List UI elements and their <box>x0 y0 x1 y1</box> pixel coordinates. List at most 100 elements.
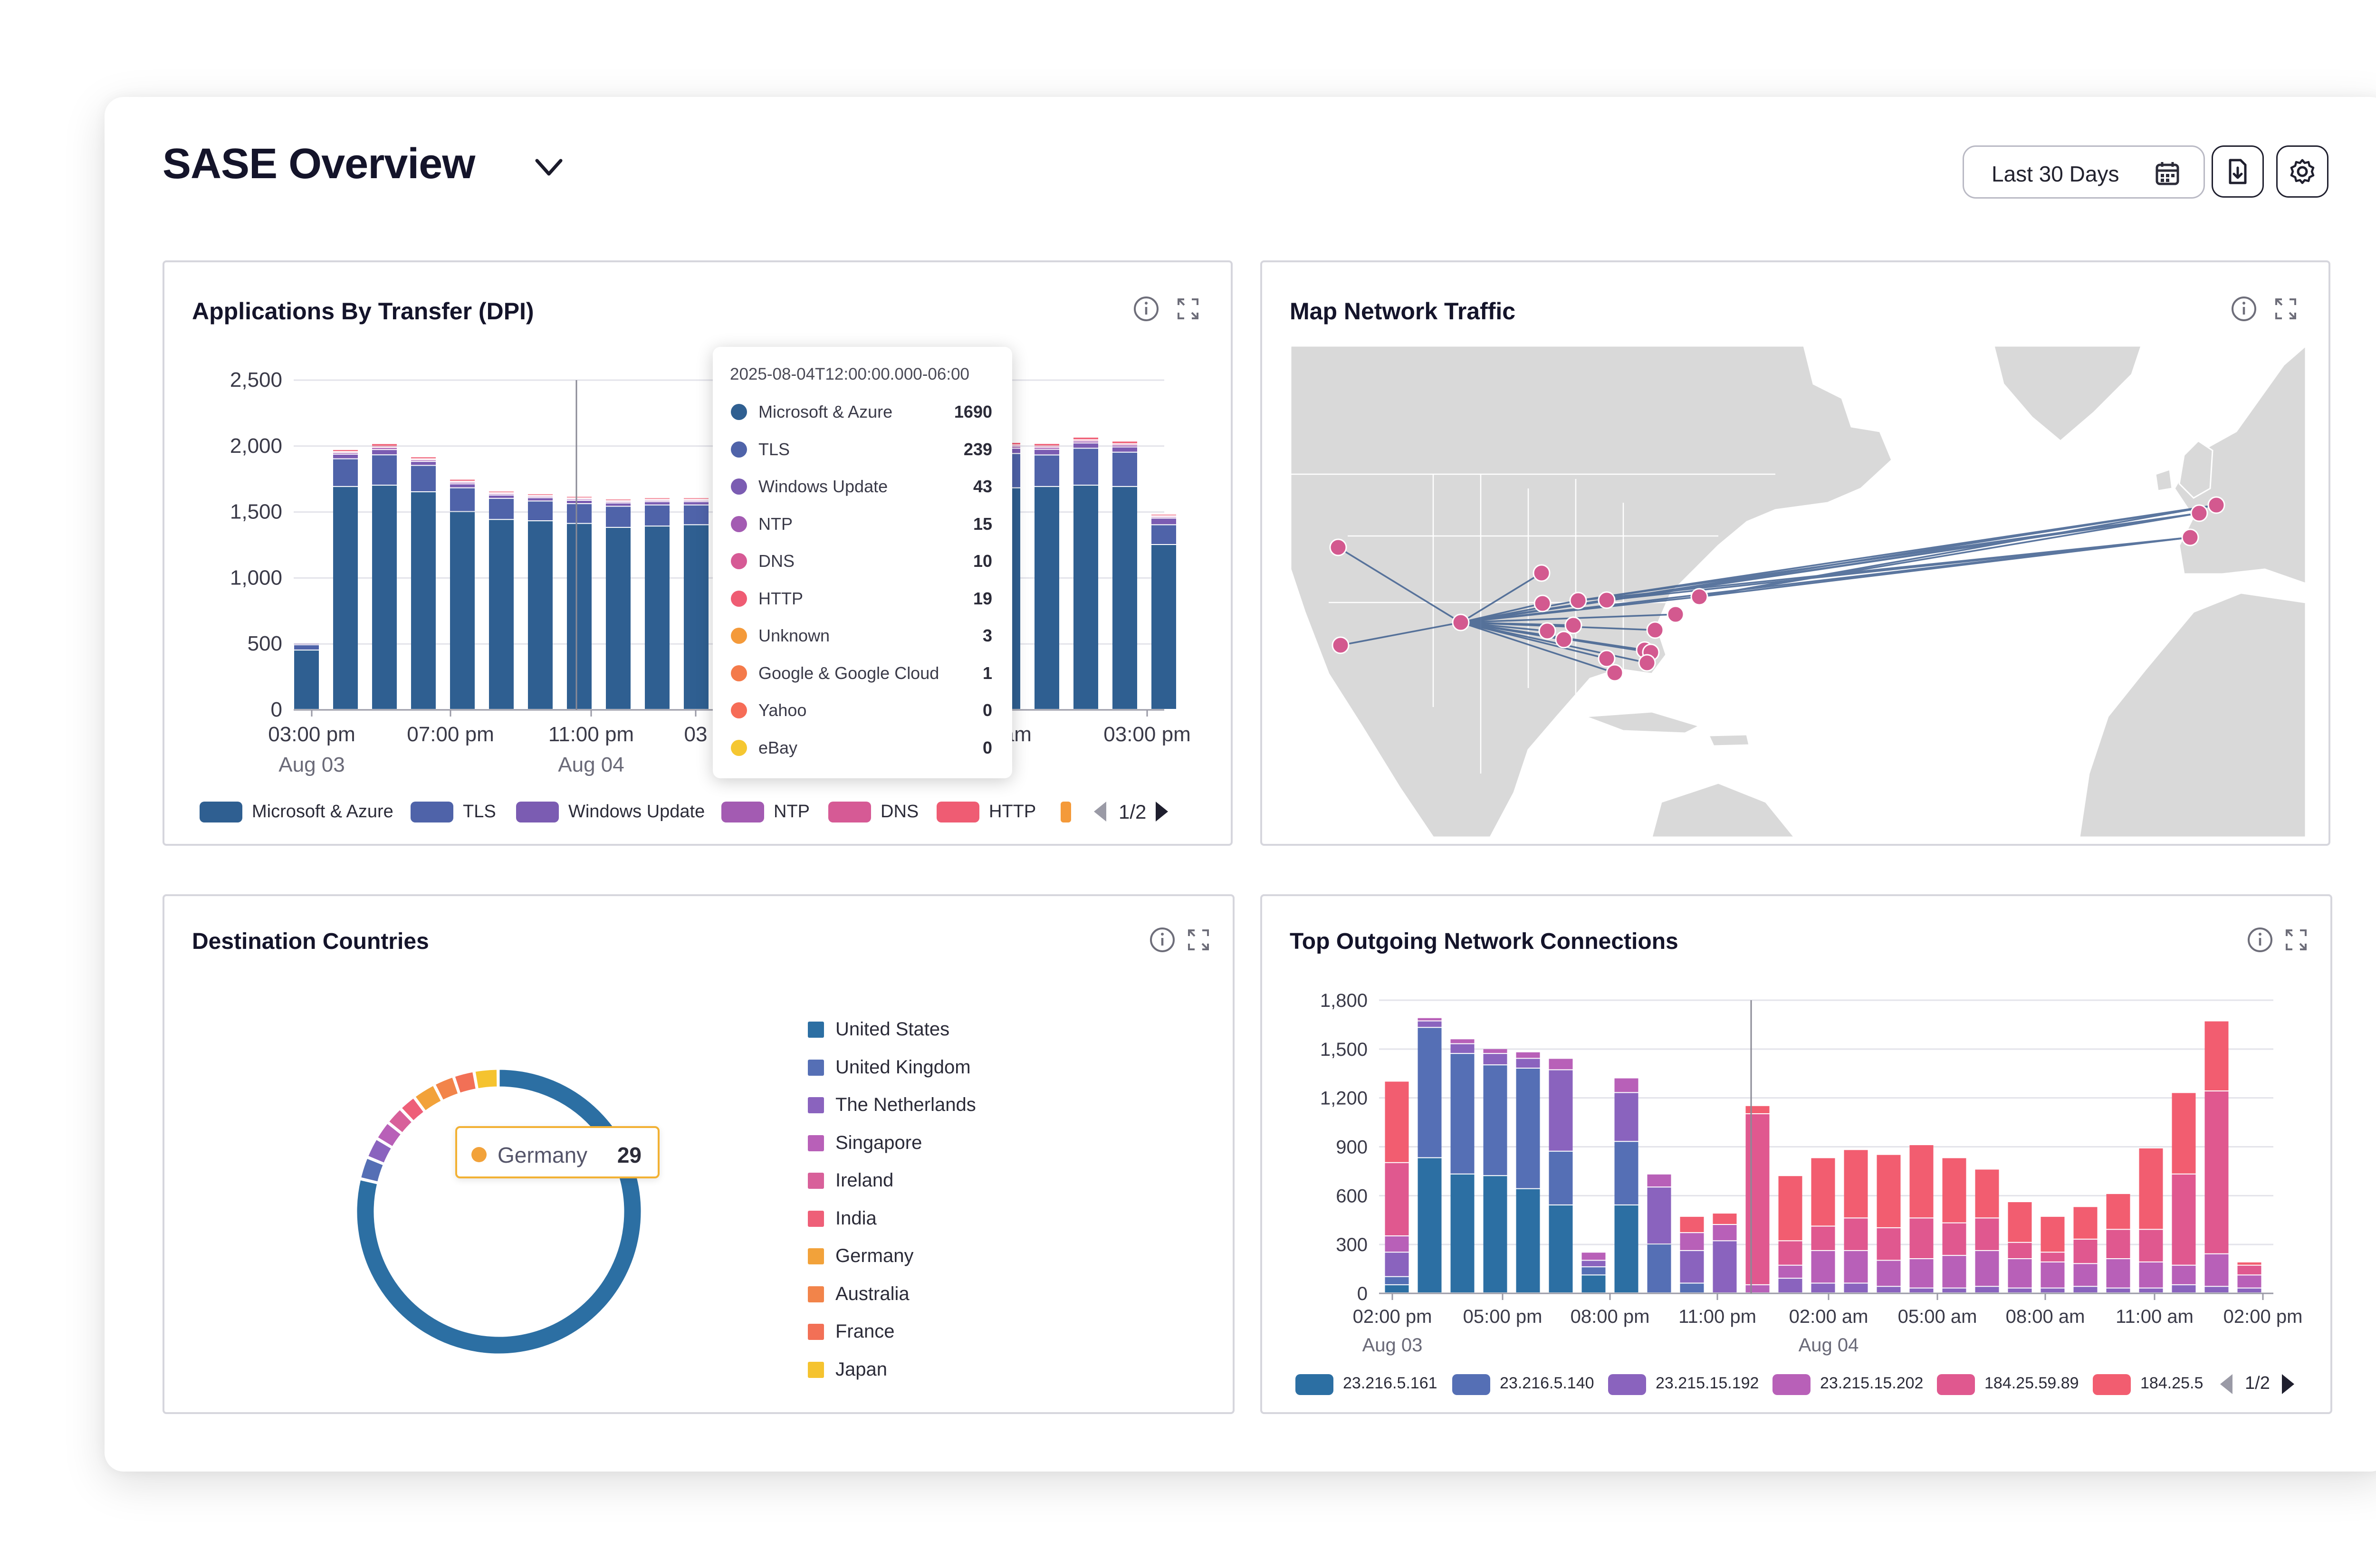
bar-segment <box>2008 1288 2032 1292</box>
date-range-picker[interactable]: Last 30 Days <box>1963 145 2205 199</box>
export-button[interactable] <box>2212 145 2264 198</box>
legend-item[interactable]: Australia <box>808 1281 1045 1309</box>
legend-swatch <box>808 1210 824 1227</box>
legend-swatch <box>808 1173 824 1189</box>
tooltip-row: TLS 239 <box>731 437 992 465</box>
bar-segment <box>2106 1288 2130 1292</box>
bar-segment <box>1713 1241 1737 1292</box>
bar-segment <box>1073 443 1098 448</box>
expand-icon[interactable] <box>1174 295 1202 323</box>
bar-segment <box>372 448 397 449</box>
legend-swatch <box>808 1135 824 1151</box>
legend-label: TLS <box>463 802 496 822</box>
bar-segment <box>1811 1226 1835 1250</box>
info-icon[interactable] <box>2246 926 2274 954</box>
legend-item[interactable]: Germany <box>808 1243 1045 1271</box>
legend-label: Ireland <box>835 1170 894 1191</box>
next-page-icon[interactable] <box>1152 800 1171 823</box>
legend-label: United States <box>835 1019 950 1040</box>
legend-item[interactable]: United States <box>808 1016 1045 1044</box>
bar-segment <box>2041 1216 2065 1252</box>
y-tick-label: 0 <box>271 698 282 721</box>
bar-segment <box>1112 445 1137 447</box>
tooltip-row: Windows Update 43 <box>731 474 992 502</box>
traffic-node <box>1564 616 1582 634</box>
expand-icon[interactable] <box>1184 926 1213 954</box>
legend-item[interactable]: Singapore <box>808 1129 1045 1158</box>
info-icon[interactable] <box>1132 295 1160 323</box>
tooltip-series-value: 1 <box>982 663 992 683</box>
legend-item[interactable]: Japan <box>808 1356 1045 1385</box>
prev-page-icon[interactable] <box>2217 1372 2236 1396</box>
info-icon[interactable] <box>2230 295 2258 323</box>
bar-segment <box>1385 1277 1409 1284</box>
x-tick-label: 05:00 am <box>1898 1306 1977 1327</box>
traffic-node <box>1598 650 1616 668</box>
bar-segment <box>567 501 592 503</box>
legend-swatch <box>200 802 242 822</box>
legend-item[interactable]: Ireland <box>808 1167 1045 1195</box>
bar-segment <box>1483 1049 1507 1053</box>
y-tick-label: 2,500 <box>230 368 282 392</box>
expand-icon[interactable] <box>2271 295 2300 323</box>
bar-segment <box>684 502 709 505</box>
tooltip-series-value: 43 <box>973 477 992 496</box>
donut-slice <box>474 1068 498 1090</box>
legend-page-indicator: 1/2 <box>1119 801 1147 823</box>
bar-segment <box>1909 1259 1934 1288</box>
chevron-down-icon[interactable] <box>527 154 570 182</box>
tooltip-value: 29 <box>617 1143 642 1167</box>
bar-segment <box>684 505 709 525</box>
x-tick-label: 02:00 pm <box>2223 1306 2303 1327</box>
legend-item[interactable]: The Netherlands <box>808 1091 1045 1120</box>
bar-segment <box>2172 1174 2196 1265</box>
bar-segment <box>2106 1259 2130 1288</box>
bar-segment <box>1778 1241 1802 1265</box>
bar-segment <box>1877 1287 1901 1292</box>
traffic-nodes[interactable] <box>1329 496 2225 682</box>
bar-segment <box>606 507 631 527</box>
chart-tooltip: 2025-08-04T12:00:00.000-06:00 Microsoft … <box>713 347 1012 778</box>
bar-segment <box>1450 1044 1475 1053</box>
legend-item[interactable]: United Kingdom <box>808 1054 1045 1082</box>
tooltip-timestamp: 2025-08-04T12:00:00.000-06:00 <box>730 365 970 383</box>
y-tick-label: 1,000 <box>230 566 282 589</box>
bar-segment <box>2204 1091 2229 1253</box>
connections-legend: 23.216.5.161 23.216.5.140 23.215.15.192 23.… <box>1295 1369 2317 1398</box>
bar-segment <box>1151 545 1176 709</box>
legend-label: 184.25.5 <box>2140 1374 2204 1392</box>
bar-segment <box>1418 1018 1442 1021</box>
bar-segment <box>2237 1262 2261 1265</box>
prev-page-icon[interactable] <box>1091 800 1110 823</box>
legend-swatch <box>2093 1374 2131 1395</box>
connection-line <box>1338 546 1461 623</box>
tooltip-color-dot <box>731 441 747 458</box>
x-tick-sublabel: Aug 03 <box>1362 1335 1423 1356</box>
map-landmass-south-america <box>1651 782 1795 837</box>
export-download-icon <box>2229 159 2247 184</box>
bar-segment <box>489 498 514 519</box>
bar-segment <box>2204 1254 2229 1286</box>
legend-label: Germany <box>835 1245 914 1266</box>
next-page-icon[interactable] <box>2278 1372 2297 1396</box>
bar-segment <box>372 444 397 446</box>
bar-segment <box>2204 1021 2229 1090</box>
expand-icon[interactable] <box>2282 926 2310 954</box>
legend-item[interactable]: France <box>808 1318 1045 1347</box>
tooltip-color-dot <box>471 1147 487 1162</box>
bar-segment <box>2008 1202 2032 1242</box>
bar-segment <box>606 527 631 709</box>
bar-segment <box>1151 517 1176 518</box>
traffic-node <box>1538 622 1556 640</box>
legend-item[interactable]: India <box>808 1205 1045 1233</box>
settings-button[interactable] <box>2276 145 2328 198</box>
legend-label: United Kingdom <box>835 1056 971 1078</box>
tooltip-series-value: 1690 <box>954 402 992 421</box>
network-traffic-map[interactable] <box>1291 346 2306 837</box>
bar-segment <box>1581 1267 1606 1275</box>
bar-segment <box>1549 1059 1573 1070</box>
tooltip-color-dot <box>731 590 747 607</box>
info-icon[interactable] <box>1148 926 1177 954</box>
bar-segment <box>1035 448 1059 449</box>
bar-segment <box>1975 1218 1999 1250</box>
